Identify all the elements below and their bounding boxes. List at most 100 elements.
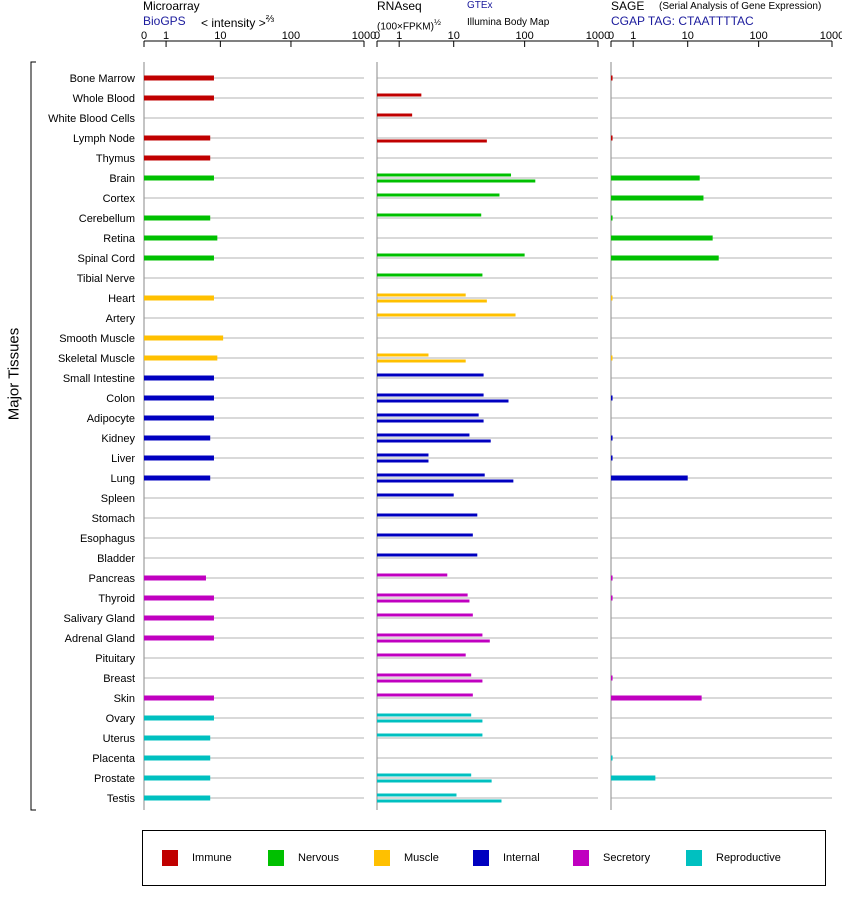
tissue-label: Skeletal Muscle — [58, 353, 135, 365]
sage-bar-sage — [611, 255, 719, 261]
rnaseq-bar-gtex — [377, 573, 448, 577]
rnaseq-bar-gtex — [377, 253, 525, 257]
tissue-label: Heart — [108, 293, 135, 305]
microarray-bar-microarray — [144, 295, 214, 301]
rnaseq-unit-exponent: ½ — [433, 17, 441, 27]
microarray-tick-label-10: 10 — [214, 30, 226, 42]
legend-swatch-nervous — [268, 850, 284, 866]
tissue-label: Lung — [111, 473, 135, 485]
tissue-label: Cortex — [103, 193, 136, 205]
tissue-label: Prostate — [94, 773, 135, 785]
rnaseq-bar-illumina-body-map — [377, 359, 466, 363]
microarray-bar-microarray — [144, 95, 214, 101]
rnaseq-bar-illumina-body-map — [377, 679, 483, 683]
microarray-bar-microarray — [144, 175, 214, 181]
rnaseq-bar-gtex — [377, 173, 512, 177]
tissue-label: Pancreas — [89, 573, 136, 585]
legend-item-reproductive: Reproductive — [686, 850, 781, 866]
legend-swatch-muscle — [374, 850, 390, 866]
microarray-bar-microarray — [144, 335, 224, 341]
legend-swatch-secretory — [573, 850, 589, 866]
legend-label-nervous: Nervous — [298, 852, 339, 864]
rnaseq-bar-illumina-body-map — [377, 719, 483, 723]
tissue-label: Lymph Node — [73, 133, 135, 145]
rnaseq-bar-illumina-body-map — [377, 139, 487, 143]
sage-title: SAGE — [611, 0, 645, 13]
tissue-label: Thyroid — [98, 593, 135, 605]
legend-swatch-internal — [473, 850, 489, 866]
sage-bar-sage — [611, 195, 704, 201]
tissue-label: Salivary Gland — [63, 613, 135, 625]
sage-bar-sage — [611, 455, 613, 461]
sage-bar-sage — [611, 475, 688, 481]
rnaseq-bar-gtex — [377, 113, 413, 117]
rnaseq-tick-label-10: 10 — [448, 30, 460, 42]
sage-bar-sage — [611, 395, 613, 401]
sage-tag-link[interactable]: CGAP TAG: CTAATTTTAC — [611, 14, 754, 28]
sage-bar-sage — [611, 575, 613, 581]
legend-item-muscle: Muscle — [374, 850, 439, 866]
rnaseq-bar-illumina-body-map — [377, 779, 492, 783]
major-tissues-bracket — [30, 61, 36, 811]
rnaseq-bar-illumina-body-map — [377, 799, 502, 803]
rnaseq-title: RNAseq — [377, 0, 422, 13]
microarray-source-link[interactable]: BioGPS — [143, 14, 186, 28]
sage-bar-sage — [611, 675, 613, 681]
rnaseq-bar-illumina-body-map — [377, 179, 536, 183]
microarray-bar-microarray — [144, 255, 214, 261]
tissue-label: Smooth Muscle — [59, 333, 135, 345]
sage-bar-sage — [611, 695, 702, 701]
microarray-bar-microarray — [144, 475, 211, 481]
rnaseq-bar-gtex — [377, 593, 468, 597]
rnaseq-bar-gtex — [377, 453, 429, 457]
microarray-bar-microarray — [144, 155, 211, 161]
microarray-bar-microarray — [144, 415, 214, 421]
rnaseq-bar-gtex — [377, 633, 483, 637]
sage-bar-sage — [611, 295, 613, 301]
microarray-title: Microarray — [143, 0, 200, 13]
microarray-bar-microarray — [144, 635, 214, 641]
rnaseq-bar-gtex — [377, 93, 422, 97]
tissue-label: White Blood Cells — [48, 113, 135, 125]
illumina-source-label: Illumina Body Map — [467, 17, 550, 28]
rnaseq-bar-gtex — [377, 533, 473, 537]
tissue-label: Cerebellum — [79, 213, 135, 225]
microarray-tick-label-100: 100 — [282, 30, 300, 42]
rnaseq-bar-gtex — [377, 373, 484, 377]
rnaseq-tick-label-100: 100 — [515, 30, 533, 42]
sage-bar-sage — [611, 355, 613, 361]
rnaseq-bar-gtex — [377, 273, 483, 277]
tissue-label: Breast — [103, 673, 135, 685]
tissue-label: Artery — [106, 313, 136, 325]
sage-bar-sage — [611, 215, 613, 221]
microarray-bar-microarray — [144, 775, 211, 781]
rnaseq-bar-illumina-body-map — [377, 439, 491, 443]
microarray-bar-microarray — [144, 455, 214, 461]
microarray-tick-label-1: 1 — [163, 30, 169, 42]
sage-bar-sage — [611, 755, 613, 761]
tissue-label: Spinal Cord — [78, 253, 135, 265]
tissue-label: Kidney — [101, 433, 135, 445]
gtex-source-link[interactable]: GTEx — [467, 0, 493, 11]
tissue-label: Testis — [107, 793, 136, 805]
microarray-bar-microarray — [144, 715, 214, 721]
tissue-label: Adipocyte — [87, 413, 135, 425]
rnaseq-bar-gtex — [377, 513, 478, 517]
rnaseq-bar-gtex — [377, 393, 484, 397]
tissue-label: Adrenal Gland — [65, 633, 135, 645]
microarray-bar-microarray — [144, 355, 218, 361]
tissue-label: Bone Marrow — [70, 73, 135, 85]
rnaseq-bar-gtex — [377, 313, 516, 317]
sage-subtitle: (Serial Analysis of Gene Expression) — [659, 1, 822, 12]
microarray-bar-microarray — [144, 395, 214, 401]
legend-item-immune: Immune — [162, 850, 232, 866]
rnaseq-bar-gtex — [377, 193, 500, 197]
microarray-tick-label-1000: 1000 — [352, 30, 376, 42]
tissue-label: Skin — [114, 693, 135, 705]
legend-swatch-reproductive — [686, 850, 702, 866]
rnaseq-bar-gtex — [377, 693, 473, 697]
tissue-label: Spleen — [101, 493, 135, 505]
tissue-label: Liver — [111, 453, 135, 465]
legend-label-reproductive: Reproductive — [716, 852, 781, 864]
